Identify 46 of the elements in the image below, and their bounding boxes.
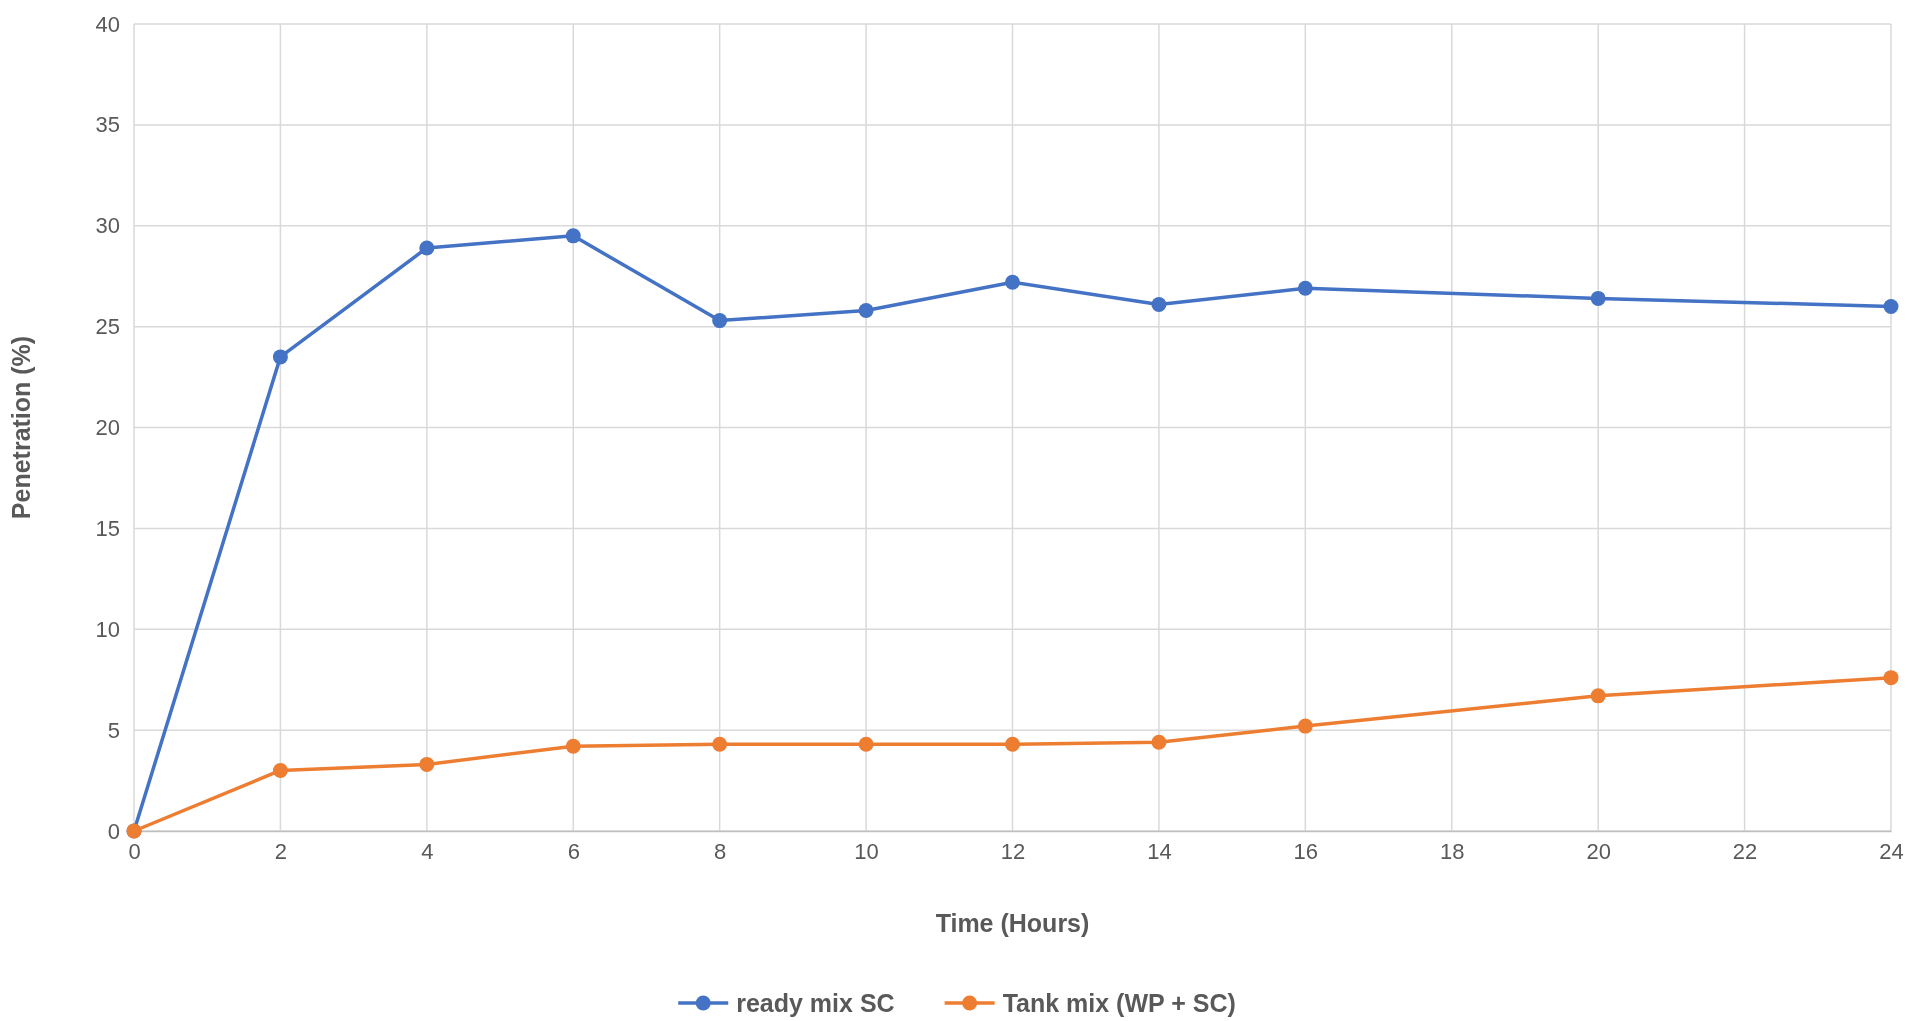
point: [419, 756, 435, 772]
point: [419, 240, 435, 256]
y-tick-label: 30: [95, 213, 120, 239]
x-tick-label: 14: [1147, 838, 1172, 864]
x-axis-title: Time (Hours): [935, 909, 1090, 937]
x-tick-label: 24: [1879, 838, 1904, 864]
point: [272, 349, 288, 365]
y-tick-label: 5: [107, 717, 120, 743]
y-tick-label: 10: [95, 616, 120, 642]
legend-label: Tank mix (WP + SC): [1002, 989, 1236, 1017]
point: [1151, 296, 1167, 312]
x-tick-label: 4: [421, 838, 434, 864]
y-tick-label: 35: [95, 112, 120, 138]
point: [1005, 274, 1020, 290]
point: [712, 313, 728, 329]
point: [272, 762, 288, 778]
legend-label: ready mix SC: [736, 989, 895, 1017]
y-tick-label: 40: [95, 11, 120, 37]
y-tick-label: 25: [95, 314, 120, 340]
x-tick-label: 16: [1293, 838, 1319, 864]
x-tick-label: 12: [1000, 838, 1026, 864]
point: [1590, 688, 1606, 704]
point: [858, 736, 874, 752]
point: [712, 736, 728, 752]
point: [1297, 280, 1313, 296]
y-tick-label: 20: [95, 415, 120, 441]
x-tick-label: 0: [128, 838, 141, 864]
x-tick-label: 10: [854, 838, 879, 864]
x-tick-label: 8: [714, 838, 727, 864]
point: [1297, 718, 1313, 734]
point: [565, 738, 581, 754]
x-tick-label: 22: [1732, 838, 1758, 864]
point: [1590, 290, 1606, 306]
x-tick-label: 6: [567, 838, 580, 864]
x-tick-label: 18: [1440, 838, 1465, 864]
point: [858, 302, 874, 318]
y-tick-label: 15: [95, 515, 120, 541]
x-tick-label: 20: [1586, 838, 1611, 864]
y-axis-title: Penetration (%): [7, 335, 35, 520]
point: [565, 228, 581, 244]
point: [1005, 736, 1020, 752]
point: [1883, 670, 1899, 686]
y-tick-label: 0: [107, 818, 120, 844]
point: [1883, 298, 1899, 314]
x-tick-label: 2: [274, 838, 288, 864]
point: [1151, 734, 1167, 750]
